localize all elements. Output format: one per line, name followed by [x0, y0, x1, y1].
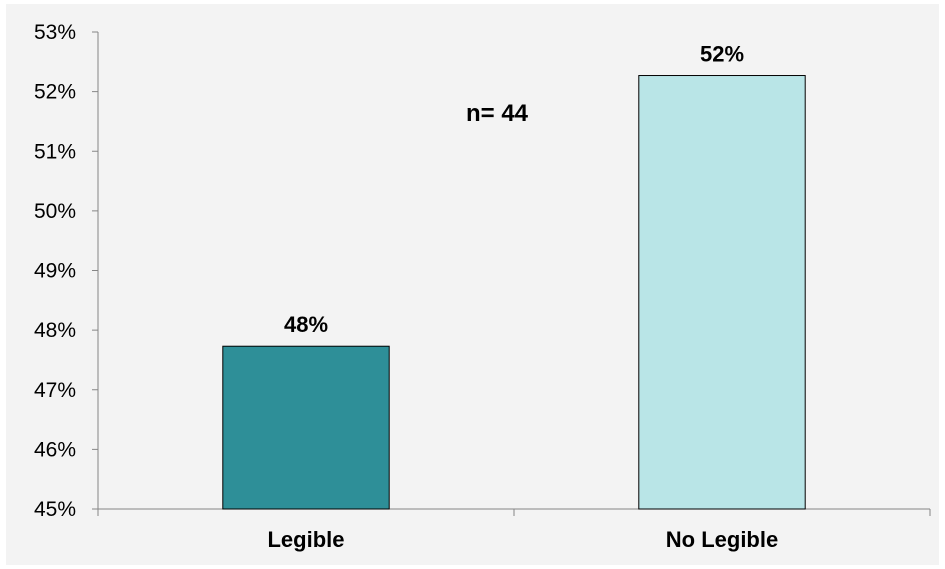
bars	[222, 75, 806, 510]
y-tick-label: 53%	[34, 21, 76, 44]
sample-size-annotation: n= 44	[466, 100, 529, 127]
x-category-label: Legible	[267, 527, 344, 552]
bar-no-legible	[638, 75, 806, 510]
y-tick-label: 50%	[34, 200, 76, 223]
y-tick-label: 48%	[34, 319, 76, 342]
y-tick-label: 52%	[34, 81, 76, 104]
data-labels: 48% 52%	[284, 42, 744, 338]
y-tick-label: 49%	[34, 260, 76, 283]
y-tick-label: 47%	[34, 379, 76, 402]
x-axis: Legible No Legible	[97, 508, 931, 552]
y-tick-label: 45%	[34, 498, 76, 521]
y-tick-label: 46%	[34, 438, 76, 461]
bar-legible	[222, 345, 390, 510]
bar-value-label: 52%	[700, 42, 744, 67]
y-axis: 45% 46% 47% 48% 49% 50% 51% 52% 53%	[34, 21, 99, 521]
y-tick-label: 51%	[34, 140, 76, 163]
bar-value-label: 48%	[284, 312, 328, 337]
x-category-label: No Legible	[666, 527, 778, 552]
